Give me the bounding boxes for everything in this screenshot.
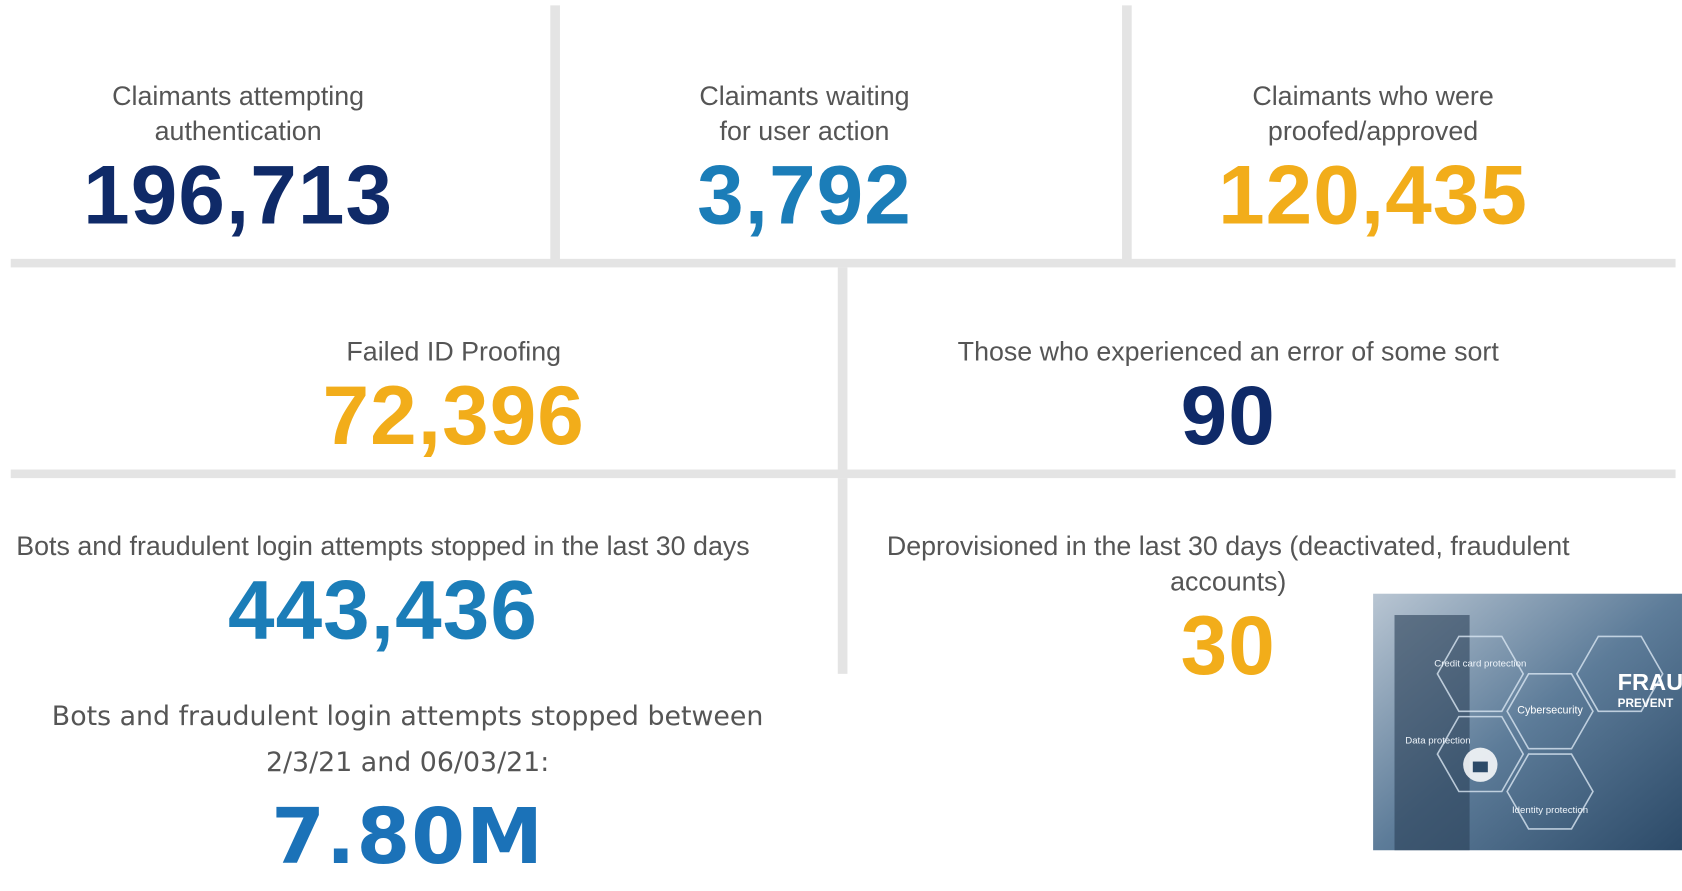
kpi-label: Claimants attempting authentication <box>88 79 388 150</box>
kpi-label: Failed ID Proofing <box>186 335 722 370</box>
photo-figure <box>1395 615 1470 850</box>
divider <box>11 259 1676 268</box>
photo-label: Identity protection <box>1512 805 1588 816</box>
kpi-tile: Claimants attempting authentication 196,… <box>77 79 399 239</box>
dashboard: Claimants attempting authentication 196,… <box>0 0 1682 891</box>
kpi-value: 196,713 <box>77 150 399 240</box>
kpi-tile: Bots and fraudulent login attempts stopp… <box>8 529 759 654</box>
kpi-label: Deprovisioned in the last 30 days (deact… <box>858 529 1598 600</box>
page: Dashboard {"tiles": [ {"label": "Claiman… <box>0 0 1682 891</box>
kpi-tile: Claimants who were proofed/approved 120,… <box>1201 79 1544 239</box>
kpi-label: Claimants waiting for user action <box>681 79 928 150</box>
divider <box>838 478 848 674</box>
kpi-value: 443,436 <box>8 565 759 655</box>
kpi-label: Claimants who were proofed/approved <box>1234 79 1513 150</box>
photo-label: Cybersecurity <box>1517 704 1583 716</box>
photo-label: Credit card protection <box>1434 658 1526 669</box>
summary: Bots and fraudulent login attempts stopp… <box>0 693 815 888</box>
photo-label: Data protection <box>1405 735 1470 746</box>
kpi-label: Bots and fraudulent login attempts stopp… <box>13 529 753 564</box>
kpi-tile: Claimants waiting for user action 3,792 <box>644 79 966 239</box>
page-body: Claimants attempting authentication 196,… <box>0 0 1682 891</box>
divider <box>550 5 560 262</box>
kpi-value: 72,396 <box>186 370 722 460</box>
kpi-value: 3,792 <box>644 150 966 240</box>
lock-icon <box>1473 762 1488 773</box>
kpi-label: Those who experienced an error of some s… <box>853 335 1604 370</box>
kpi-value: 120,435 <box>1201 150 1544 240</box>
fraud-photo: Credit card protection Data protection C… <box>1373 594 1682 851</box>
divider <box>838 267 848 472</box>
photo-label: PREVENT <box>1618 697 1674 710</box>
kpi-tile: Failed ID Proofing 72,396 <box>186 335 722 460</box>
photo-label: FRAU <box>1618 669 1682 695</box>
divider <box>1122 5 1132 262</box>
summary-value: 7.80M <box>0 785 815 888</box>
kpi-value: 90 <box>853 370 1604 460</box>
kpi-tile: Those who experienced an error of some s… <box>853 335 1604 460</box>
divider <box>11 470 1676 479</box>
summary-label: Bots and fraudulent login attempts stopp… <box>21 693 793 785</box>
